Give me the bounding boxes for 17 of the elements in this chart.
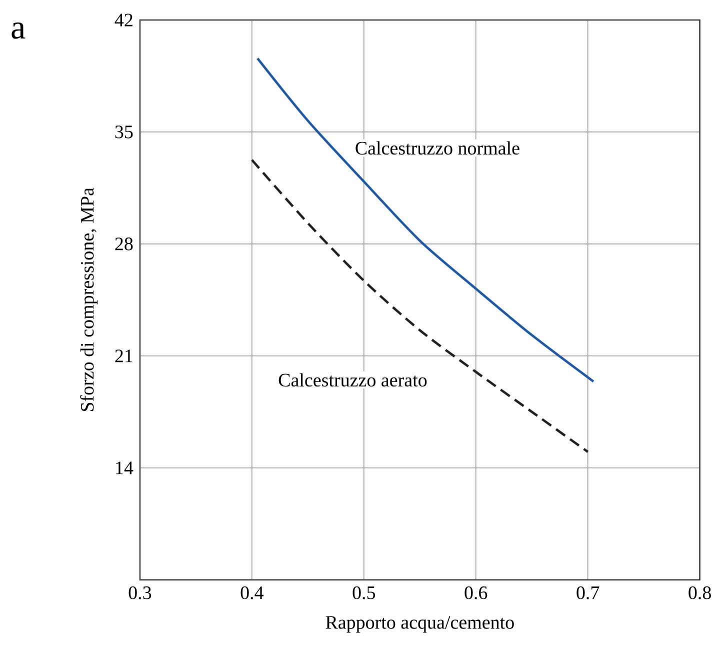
y-axis-title: Sforzo di compressione, MPa <box>80 188 98 412</box>
y-tick-label: 35 <box>115 126 133 138</box>
x-axis-title: Rapporto acqua/cemento <box>326 616 514 633</box>
x-tick-label: 0.6 <box>464 586 488 600</box>
line-series <box>250 158 590 454</box>
x-tick-label: 0.4 <box>240 586 264 600</box>
x-tick-label: 0.3 <box>128 586 152 600</box>
x-tick-label: 0.7 <box>576 586 600 600</box>
series-label: Calcestruzzo aerato <box>278 373 427 387</box>
y-tick-label: 42 <box>114 14 132 26</box>
y-tick-label: 14 <box>116 462 134 474</box>
y-tick-label: 28 <box>115 238 133 250</box>
text: a <box>12 22 26 39</box>
series-label: Calcestruzzo normale <box>356 141 520 155</box>
y-tick-label: 21 <box>115 350 132 362</box>
x-tick-label: 0.5 <box>352 586 376 600</box>
x-tick-label: 0.8 <box>688 586 711 600</box>
